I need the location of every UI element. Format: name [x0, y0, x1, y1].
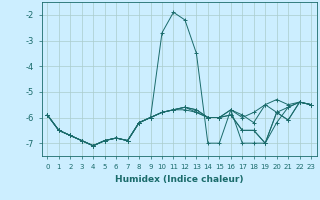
X-axis label: Humidex (Indice chaleur): Humidex (Indice chaleur) [115, 175, 244, 184]
